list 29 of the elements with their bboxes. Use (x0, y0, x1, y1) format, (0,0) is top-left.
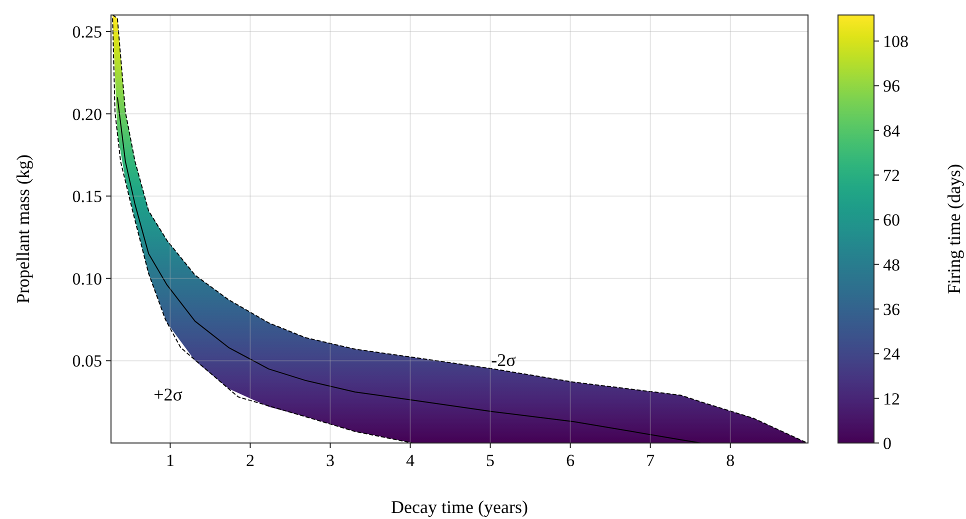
x-axis-title: Decay time (years) (391, 497, 528, 517)
color-bar-label: 84 (883, 121, 900, 140)
color-bar-label: 36 (883, 300, 900, 320)
y-tick-label: 0.25 (72, 22, 102, 42)
x-tick-label: 8 (726, 451, 735, 470)
y-tick-label: 0.05 (72, 352, 102, 371)
color-bar-label: 48 (883, 255, 900, 274)
y-axis-title: Propellant mass (kg) (13, 154, 33, 304)
x-tick-label: 7 (646, 451, 656, 470)
color-bar-label: 96 (883, 76, 900, 96)
y-tick-label: 0.20 (72, 104, 102, 124)
x-tick-label: 4 (406, 451, 416, 470)
color-bar-label: 72 (883, 166, 900, 186)
color-bar-label: 24 (883, 344, 900, 364)
x-tick-label: 5 (486, 451, 495, 470)
annotation: -2σ (491, 350, 516, 370)
x-tick-label: 1 (166, 451, 174, 470)
line-series (116, 96, 702, 443)
color-bar-label: 12 (883, 389, 900, 408)
color-bar-label: 60 (883, 210, 900, 230)
color-bar-label: 108 (883, 32, 908, 52)
x-tick-label: 3 (326, 451, 335, 470)
color-bar-label: 0 (883, 434, 892, 453)
x-tick-label: 2 (246, 451, 254, 470)
y-tick-label: 0.15 (72, 187, 102, 206)
annotation: +2σ (154, 384, 183, 405)
x-tick-label: 6 (566, 451, 575, 470)
y-tick-label: 0.10 (72, 269, 102, 288)
color-bar-title: Firing time (days) (944, 164, 964, 294)
